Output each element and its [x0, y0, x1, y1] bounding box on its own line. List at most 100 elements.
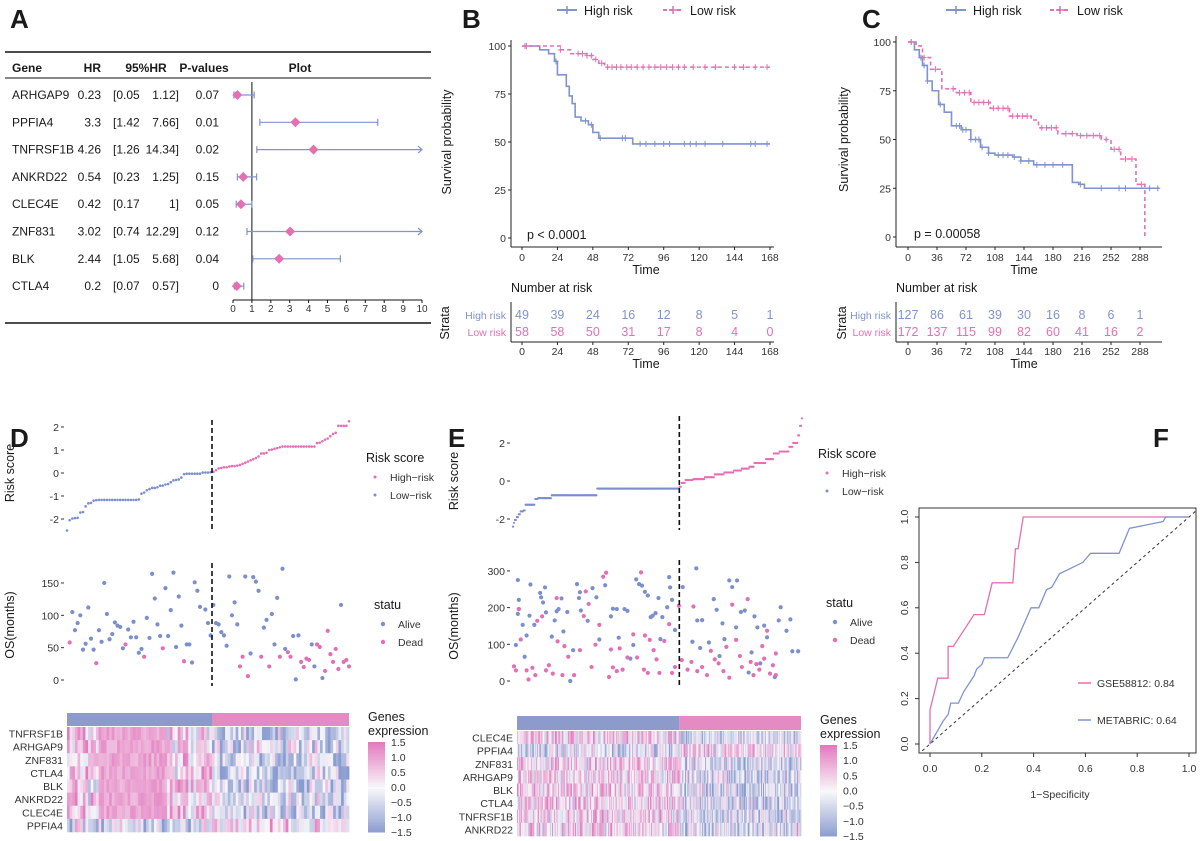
heatmap-cell	[744, 770, 747, 784]
heatmap-cell	[643, 796, 645, 811]
risk-point-high	[315, 441, 319, 445]
heatmap-cell	[779, 757, 781, 771]
heatmap-cell	[636, 796, 639, 811]
heatmap-cell	[642, 796, 644, 811]
heatmap-cell	[782, 809, 785, 824]
heatmap-cell	[618, 757, 620, 771]
heatmap-cell	[277, 792, 281, 807]
heatmap-cell	[298, 766, 302, 780]
os-point-alive	[522, 654, 527, 659]
heatmap-cell	[306, 805, 310, 820]
heatmap-cell	[654, 744, 657, 758]
heatmap-cell	[616, 783, 619, 797]
legend-title: Risk score	[366, 451, 424, 465]
heatmap-cell	[146, 779, 150, 793]
heatmap-cell	[688, 822, 691, 837]
os-point-alive	[639, 583, 645, 588]
heatmap-cell	[787, 770, 790, 784]
heatmap-cell	[335, 792, 339, 807]
heatmap-cell	[603, 809, 605, 824]
heatmap-cell	[111, 779, 115, 793]
heatmap-cell	[198, 792, 202, 807]
heatmap-cell	[304, 766, 308, 780]
heatmap-cell	[272, 740, 276, 754]
heatmap-cell	[789, 770, 791, 784]
os-point-dead	[330, 659, 336, 664]
heatmap-cell	[248, 753, 252, 767]
censor-mark	[1015, 113, 1021, 120]
heatmap-cell	[780, 731, 782, 745]
heatmap-cell	[764, 731, 767, 745]
heatmap-cell	[740, 783, 742, 797]
x-tick-label: 72	[960, 346, 972, 358]
heatmap-cell	[153, 727, 158, 741]
heatmap-cell	[678, 770, 680, 784]
censor-mark	[664, 64, 670, 71]
risk-count: 12	[657, 308, 671, 322]
heatmap-cell	[584, 731, 586, 745]
colorbar-segment	[820, 760, 837, 764]
heatmap-cell	[534, 757, 536, 771]
heatmap-cell	[190, 753, 194, 767]
heatmap-cell	[723, 744, 725, 758]
heatmap-cell	[238, 805, 242, 820]
heatmap-cell	[710, 731, 713, 745]
heatmap-cell	[716, 796, 718, 811]
risk-count: 61	[959, 308, 973, 322]
heatmap-cell	[647, 744, 649, 758]
heatmap-cell	[562, 731, 564, 745]
heatmap-cell	[684, 796, 686, 811]
heatmap-cell	[682, 796, 684, 811]
heatmap-cell	[566, 809, 568, 824]
heatmap-cell	[677, 744, 679, 758]
heatmap-cell	[694, 822, 696, 837]
heatmap-cell	[93, 805, 97, 820]
heatmap-cell	[698, 731, 700, 745]
heatmap-cell	[718, 822, 720, 837]
heatmap-cell	[601, 744, 603, 758]
heatmap-cell	[714, 744, 716, 758]
heatmap-cell	[566, 783, 568, 797]
heatmap-cell	[214, 805, 218, 820]
heatmap-cell	[608, 822, 610, 837]
heatmap-cell	[217, 818, 221, 833]
heatmap-cell	[582, 757, 584, 771]
heatmap-cell	[727, 783, 730, 797]
heatmap-cell	[698, 770, 700, 784]
heatmap-cell	[101, 766, 105, 780]
heatmap-cell	[609, 783, 611, 797]
heatmap-cell	[716, 744, 718, 758]
heatmap-cell	[665, 796, 667, 811]
heatmap-cell	[524, 731, 526, 745]
heatmap-cell	[523, 796, 525, 811]
heatmap-cell	[664, 809, 666, 824]
heatmap-cell	[670, 731, 673, 745]
heatmap-cell	[254, 753, 258, 767]
heatmap-cell	[650, 757, 653, 771]
heatmap-cell	[655, 744, 658, 758]
heatmap-cell	[675, 809, 677, 824]
heatmap-cell	[161, 818, 165, 833]
gene-row-label: CLEC4E	[22, 807, 63, 819]
heatmap-cell	[327, 818, 331, 833]
heatmap-cell	[517, 783, 519, 797]
heatmap-cell	[283, 753, 287, 767]
heatmap-cell	[620, 744, 622, 758]
heatmap-cell	[725, 744, 728, 758]
os-point-alive	[559, 596, 564, 601]
heatmap-cell	[665, 809, 667, 824]
heatmap-cell	[227, 753, 231, 767]
heatmap-cell	[580, 744, 582, 758]
heatmap-cell	[661, 796, 663, 811]
heatmap-cell	[251, 727, 255, 741]
ci-upper: 1.12]	[152, 88, 179, 102]
heatmap-cell	[522, 822, 525, 837]
heatmap-cell	[167, 779, 171, 793]
heatmap-cell	[701, 731, 703, 745]
heatmap-cell	[650, 783, 653, 797]
heatmap-cell	[111, 792, 115, 807]
heatmap-cell	[765, 796, 768, 811]
heatmap-cell	[537, 757, 540, 771]
colorbar-segment	[820, 806, 837, 810]
heatmap-cell	[156, 727, 160, 741]
